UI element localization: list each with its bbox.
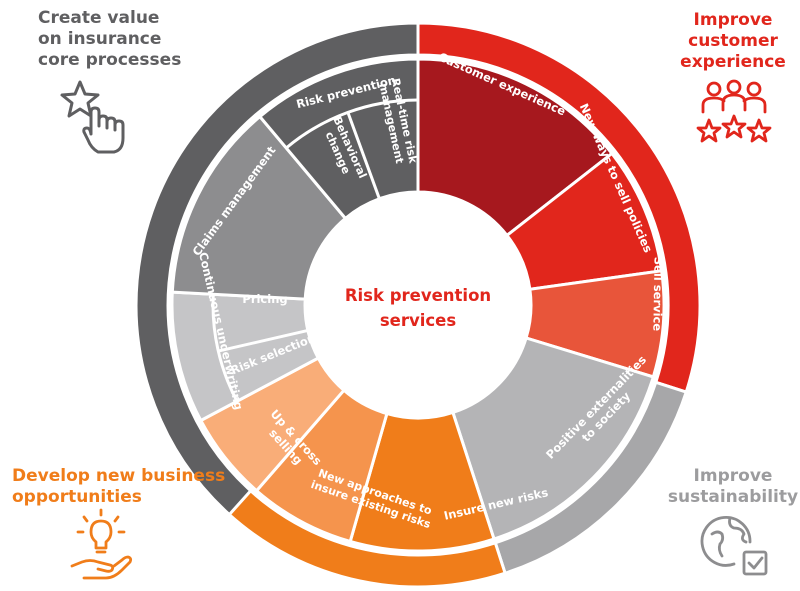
sustainability-title: Improve sustainability — [667, 466, 799, 507]
core-processes-title: Create value on insurance core processes — [38, 8, 182, 70]
divider-underwriting-arc — [211, 294, 239, 402]
center-circle — [306, 193, 530, 417]
ring-dividers — [211, 98, 419, 402]
divider-pricing-risk-selection — [217, 328, 309, 353]
divider-risk-prevention-arc — [285, 98, 419, 150]
label-pricing-line-1: Pricing — [242, 292, 287, 306]
label-sell-service: Sell service — [650, 257, 665, 332]
customer-experience-title: Improve customer experience — [680, 10, 786, 72]
star-hand-icon — [60, 80, 125, 154]
label-sell-service-line-1: Sell service — [650, 257, 665, 332]
lightbulb-hand-icon — [70, 508, 133, 580]
inner-ring — [170, 57, 666, 553]
segment-risk-prevention — [257, 57, 420, 221]
outer-ring — [134, 21, 702, 589]
globe-check-icon — [700, 516, 768, 576]
center-title-line1: Risk prevention — [345, 286, 491, 305]
segment-positive-externalities — [451, 336, 656, 541]
svg-text:Pricing: Pricing — [242, 292, 287, 306]
svg-text:Sell service: Sell service — [650, 257, 665, 332]
people-stars-icon — [696, 79, 772, 143]
center-title-line2: services — [380, 311, 457, 330]
segment-claims-management — [170, 114, 348, 301]
divider-behavioral-real-time — [346, 111, 381, 200]
outer-segment-business — [227, 488, 507, 589]
label-pricing: Pricing — [242, 292, 287, 306]
new-business-title: Develop new business opportunities — [12, 466, 226, 507]
